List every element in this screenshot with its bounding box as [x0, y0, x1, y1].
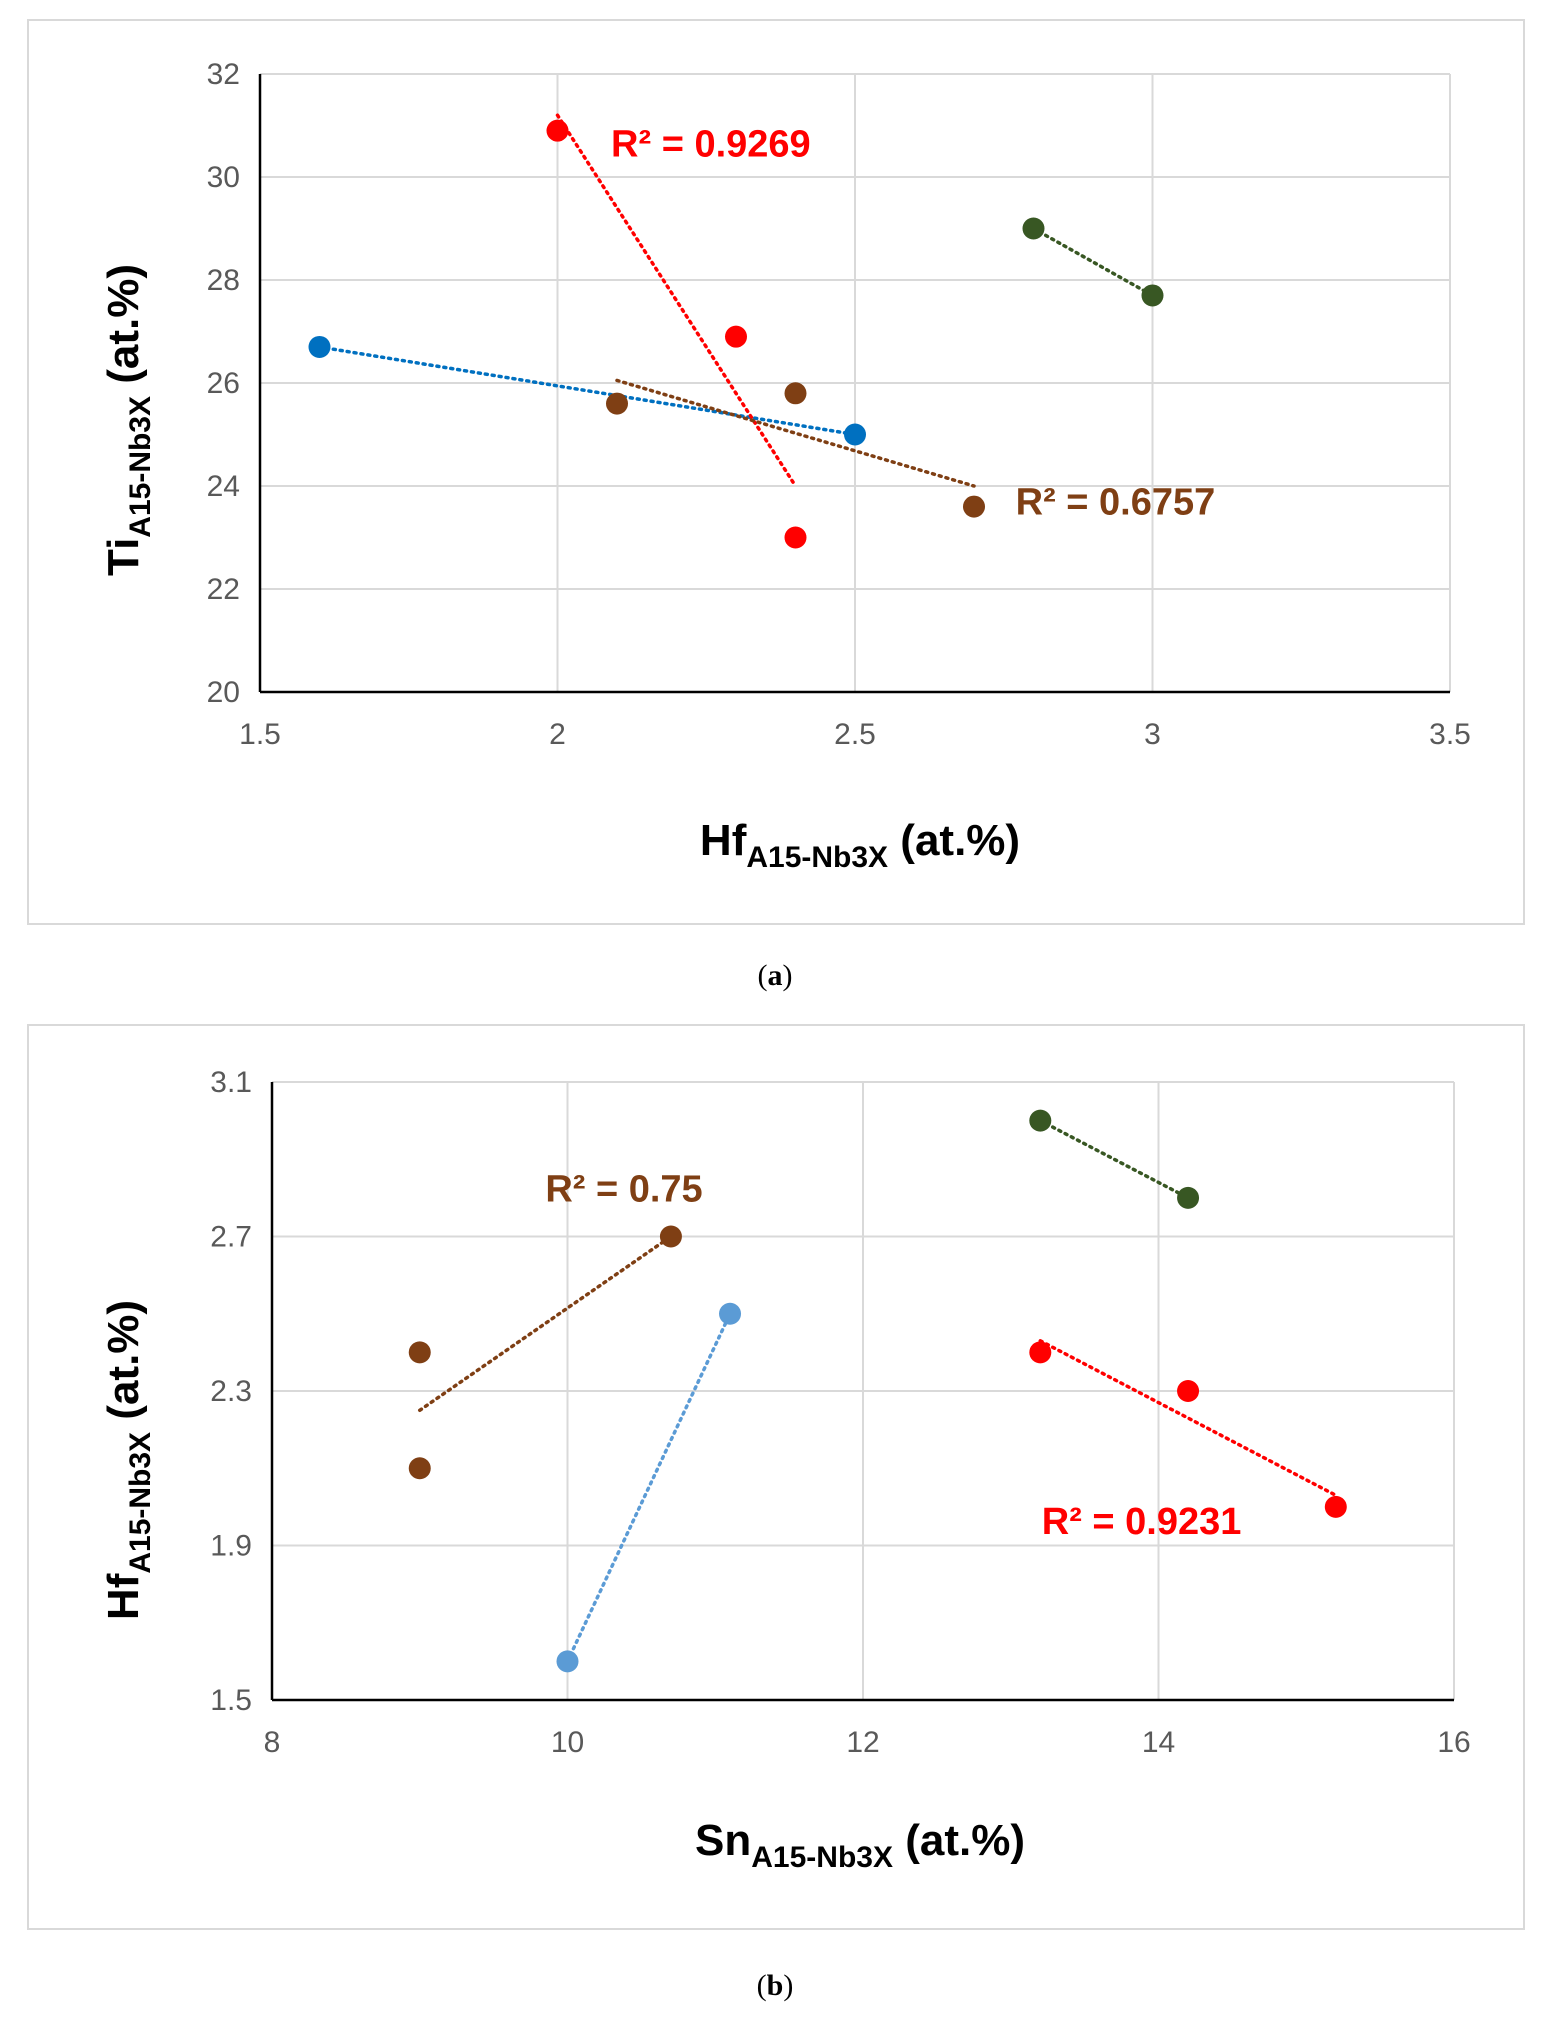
data-point-red — [784, 526, 807, 549]
trendline-blue — [317, 345, 857, 437]
caption-a-letter: a — [768, 959, 783, 992]
y-tick-label: 28 — [207, 264, 240, 297]
chart-panel-b: 1.5 1.9 2.3 2.7 3.1 8 10 12 14 16 R² = 0.75 R² = 0… — [27, 1024, 1525, 1930]
trendline-green — [1038, 1118, 1190, 1200]
r-squared-label: R² = 0.9231 — [1042, 1501, 1242, 1543]
y-axis-title-unit: (at.%) — [99, 1300, 148, 1432]
data-point-green — [1029, 1109, 1052, 1132]
caption-b-close: ) — [783, 1969, 793, 2002]
caption-b: (b) — [757, 1969, 794, 2002]
trendline-brown — [615, 378, 976, 488]
data-point-brown — [659, 1225, 682, 1248]
x-tick-label: 16 — [1437, 1726, 1470, 1759]
x-tick-label: 2.5 — [834, 718, 876, 751]
trendline-red — [1038, 1339, 1338, 1498]
data-point-red — [1177, 1380, 1200, 1402]
chart-frame — [27, 19, 1525, 925]
trendline-blue — [565, 1312, 732, 1664]
y-axis-title: TiA15-Nb3X (at.%) — [99, 264, 157, 576]
data-point-blue — [719, 1302, 742, 1325]
x-tick-label: 14 — [1142, 1726, 1175, 1759]
data-point-brown — [408, 1341, 431, 1364]
y-tick-label: 20 — [207, 676, 240, 709]
r-squared-label: R² = 0.9269 — [611, 123, 811, 165]
y-axis-title: HfA15-Nb3X (at.%) — [99, 1300, 157, 1620]
data-point-red — [1324, 1495, 1347, 1518]
trendline-red — [555, 113, 798, 488]
x-axis-title-sub: A15-Nb3X — [751, 1841, 893, 1874]
y-axis-title-unit: (at.%) — [99, 264, 148, 396]
data-point-green — [1141, 284, 1164, 307]
y-axis-title-main: Ti — [99, 538, 148, 576]
caption-a: (a) — [758, 959, 793, 992]
y-axis-title-sub: A15-Nb3X — [124, 1432, 157, 1574]
y-tick-label: 32 — [207, 58, 240, 91]
y-axis-title-main: Hf — [99, 1573, 148, 1620]
trendline-green — [1031, 226, 1155, 298]
data-point-blue — [556, 1650, 579, 1673]
data-point-red — [725, 325, 747, 348]
caption-b-letter: b — [767, 1969, 784, 2002]
x-axis-title-main: Hf — [700, 816, 747, 865]
x-axis-title-sub: A15-Nb3X — [746, 841, 888, 874]
x-axis-title: HfA15-Nb3X (at.%) — [700, 816, 1020, 874]
data-point-blue — [844, 423, 866, 446]
y-tick-label: 1.9 — [210, 1530, 252, 1563]
data-point-red — [1029, 1341, 1052, 1364]
x-tick-label: 8 — [264, 1726, 281, 1759]
y-tick-label: 26 — [207, 367, 240, 400]
x-tick-label: 1.5 — [239, 718, 281, 751]
y-tick-label: 30 — [207, 161, 240, 194]
y-axis-title-sub: A15-Nb3X — [124, 396, 157, 538]
trendline-brown — [418, 1234, 673, 1413]
x-axis-title-main: Sn — [695, 1816, 751, 1865]
data-point-brown — [784, 382, 807, 405]
x-tick-label: 3.5 — [1429, 718, 1471, 751]
r-squared-label: R² = 0.75 — [545, 1169, 702, 1211]
x-tick-label: 10 — [551, 1726, 584, 1759]
caption-a-open: ( — [758, 959, 768, 992]
chart-frame — [27, 1024, 1525, 1930]
y-tick-label: 24 — [207, 470, 240, 503]
data-point-green — [1177, 1186, 1200, 1209]
caption-b-open: ( — [757, 1969, 767, 2002]
x-tick-label: 3 — [1144, 718, 1161, 751]
y-tick-label: 22 — [207, 573, 240, 606]
x-tick-label: 2 — [549, 718, 566, 751]
data-point-green — [1022, 217, 1045, 240]
data-point-brown — [606, 392, 628, 415]
data-point-brown — [963, 495, 985, 518]
x-tick-label: 12 — [846, 1726, 879, 1759]
y-tick-label: 2.7 — [210, 1221, 252, 1254]
data-point-blue — [308, 335, 331, 358]
caption-a-close: ) — [783, 959, 793, 992]
r-squared-label: R² = 0.6757 — [1016, 481, 1216, 523]
data-point-red — [546, 119, 569, 142]
data-point-brown — [408, 1457, 431, 1480]
y-tick-label: 3.1 — [210, 1066, 252, 1099]
y-tick-label: 1.5 — [210, 1684, 252, 1717]
x-axis-title-unit: (at.%) — [893, 1816, 1025, 1865]
x-axis-title-unit: (at.%) — [888, 816, 1020, 865]
x-axis-title: SnA15-Nb3X (at.%) — [695, 1816, 1025, 1874]
chart-panel-a: 20 22 24 26 28 30 32 1.5 2 2.5 3 3.5 R² = 0.9269 R² … — [27, 19, 1525, 925]
y-tick-label: 2.3 — [210, 1375, 252, 1408]
